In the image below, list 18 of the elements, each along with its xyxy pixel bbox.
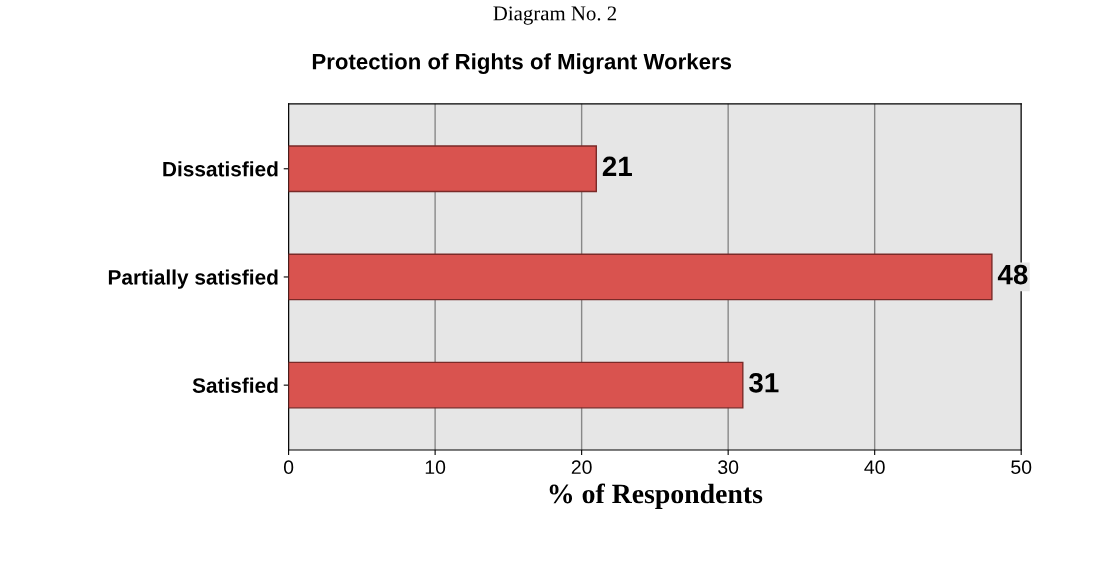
data-label: 31	[749, 372, 779, 393]
y-tick-label: Partially satisfied	[108, 269, 278, 289]
y-tick-label: Dissatisfied	[163, 161, 278, 177]
x-tick-label: 0	[283, 460, 294, 475]
y-tick-label: Satisfied	[192, 377, 278, 393]
data-label: 21	[602, 156, 632, 176]
x-tick-label: 20	[571, 460, 592, 475]
x-tick-label: 10	[425, 460, 446, 475]
bar	[288, 361, 744, 409]
chart-title: Protection of Rights of Migrant Workers	[312, 53, 732, 74]
x-tick-label: 30	[718, 460, 739, 475]
x-tick-label: 50	[1011, 460, 1032, 475]
text: Diagram No. 2	[493, 6, 617, 25]
x-axis-title: % of Respondents	[549, 483, 763, 509]
x-tick-label: 40	[864, 460, 885, 475]
bar	[288, 145, 597, 193]
data-label: 48	[997, 264, 1028, 285]
bar	[288, 253, 993, 301]
